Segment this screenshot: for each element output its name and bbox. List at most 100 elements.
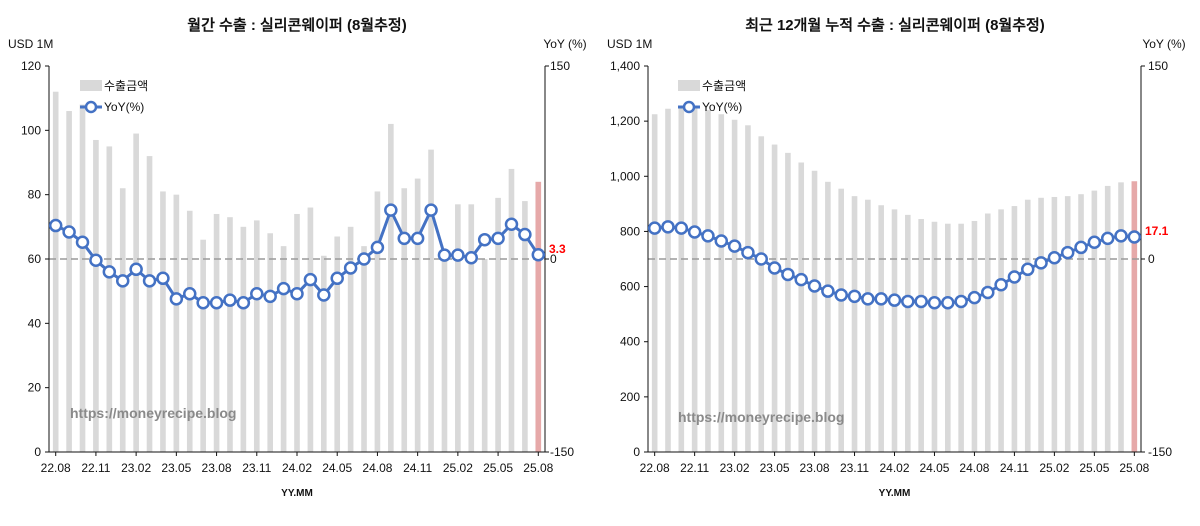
bar-22.08 xyxy=(52,91,59,452)
x-tick-label: 23.05 xyxy=(760,461,790,475)
bar-22.12 xyxy=(705,110,711,452)
y-left-tick-label: 0 xyxy=(34,445,41,459)
x-tick-label: 24.08 xyxy=(959,461,989,475)
y-left-tick-label: 100 xyxy=(21,123,41,137)
y-right-tick-label: -150 xyxy=(550,445,574,459)
yoy-point-25.02 xyxy=(451,248,465,262)
y-left-tick-label: 60 xyxy=(28,252,42,266)
yoy-point-25.07 xyxy=(1114,229,1128,243)
bar-23.01 xyxy=(718,114,725,452)
y-left-tick-label: 1,000 xyxy=(610,169,640,183)
yoy-point-25.05 xyxy=(491,231,505,246)
yoy-point-23.03 xyxy=(142,274,157,288)
bar-24.11 xyxy=(414,178,421,453)
yoy-point-25.03 xyxy=(1060,245,1075,260)
x-tick-label: 24.11 xyxy=(1000,461,1029,475)
yoy-point-22.11 xyxy=(89,253,103,268)
y-right-tick-label: -150 xyxy=(1148,445,1172,459)
bar-23.11 xyxy=(253,220,260,452)
y-left-tick-label: 200 xyxy=(620,390,640,404)
bar-23.02 xyxy=(133,133,139,453)
x-tick-label: 24.05 xyxy=(919,461,949,475)
bar-24.12 xyxy=(1024,199,1031,452)
bar-25.04 xyxy=(1078,194,1084,452)
yoy-point-24.08 xyxy=(370,240,385,255)
x-tick-label: 25.02 xyxy=(1039,461,1069,475)
yoy-point-24.05 xyxy=(927,295,942,310)
yoy-point-23.11 xyxy=(847,289,862,304)
bar-25.02 xyxy=(1051,196,1058,452)
bar-25.02 xyxy=(455,204,461,452)
x-tick-label: 23.05 xyxy=(161,461,191,475)
yoy-point-23.04 xyxy=(156,271,170,286)
bar-23.06 xyxy=(785,152,791,452)
x-tick-label: 25.08 xyxy=(1119,461,1149,475)
yoy-point-23.06 xyxy=(781,267,795,282)
y-right-tick-label: 0 xyxy=(1148,252,1155,266)
bar-22.09 xyxy=(66,111,72,453)
x-tick-label: 24.08 xyxy=(362,461,392,475)
yoy-point-23.09 xyxy=(821,284,835,298)
bar-25.07 xyxy=(1118,182,1124,452)
bar-24.10 xyxy=(401,188,408,452)
yoy-point-24.06 xyxy=(343,261,358,275)
bar-23.11 xyxy=(851,196,858,452)
yoy-point-23.10 xyxy=(834,288,848,302)
legend-line-marker xyxy=(84,100,98,114)
bar-24.02 xyxy=(294,213,300,452)
yoy-point-23.04 xyxy=(754,252,769,266)
y-left-label: USD 1M xyxy=(8,37,53,51)
yoy-point-23.06 xyxy=(183,286,197,301)
bar-23.08 xyxy=(213,213,220,452)
legend-bar-label: 수출금액 xyxy=(104,79,148,93)
yoy-point-24.02 xyxy=(290,286,304,301)
yoy-point-24.04 xyxy=(317,288,331,302)
yoy-point-22.10 xyxy=(674,221,689,235)
bar-24.10 xyxy=(998,209,1004,452)
legend-bar-swatch xyxy=(80,80,102,91)
watermark: https://moneyrecipe.blog xyxy=(678,409,844,425)
yoy-point-22.12 xyxy=(701,229,715,243)
bar-23.01 xyxy=(119,188,126,452)
yoy-point-25.07 xyxy=(518,227,532,242)
yoy-point-24.06 xyxy=(941,295,955,310)
bar-24.01 xyxy=(280,246,287,452)
x-tick-label: 24.11 xyxy=(403,461,432,475)
yoy-point-24.12 xyxy=(424,203,438,217)
bar-25.07 xyxy=(522,201,528,452)
bar-24.12 xyxy=(428,149,434,452)
yoy-point-23.03 xyxy=(741,245,755,260)
x-tick-label: 25.05 xyxy=(483,461,513,475)
x-tick-label: 23.08 xyxy=(202,461,232,475)
bar-24.04 xyxy=(918,219,924,452)
x-tick-label: 22.08 xyxy=(640,461,670,475)
x-tick-label: 22.11 xyxy=(680,461,709,475)
yoy-point-24.11 xyxy=(410,231,425,246)
y-left-tick-label: 40 xyxy=(28,316,42,330)
yoy-point-23.07 xyxy=(196,295,210,310)
bar-23.03 xyxy=(745,125,751,453)
bar-23.07 xyxy=(798,162,805,452)
chart-1: 월간 수출 : 실리콘웨이퍼 (8월추정) USD 1M YoY (%) 0 20 40 6… xyxy=(8,16,587,499)
yoy-point-23.11 xyxy=(250,286,264,301)
bar-24.08 xyxy=(374,191,381,452)
yoy-point-24.10 xyxy=(994,277,1008,292)
x-tick-label: 23.02 xyxy=(720,461,750,475)
bar-23.08 xyxy=(811,170,818,452)
yoy-last-label: 17.1 xyxy=(1145,224,1169,238)
bar-23.12 xyxy=(865,199,871,452)
y-left-tick-label: 800 xyxy=(620,224,640,238)
yoy-point-25.06 xyxy=(504,217,519,232)
bar-24.11 xyxy=(1011,206,1018,452)
yoy-point-24.03 xyxy=(303,272,318,287)
legend-bar-swatch xyxy=(678,80,700,91)
yoy-point-22.08 xyxy=(647,221,662,235)
x-tick-label: 25.08 xyxy=(523,461,553,475)
yoy-point-24.12 xyxy=(1020,262,1035,277)
bar-23.02 xyxy=(731,119,738,452)
yoy-point-23.10 xyxy=(236,295,251,310)
yoy-point-23.01 xyxy=(714,234,729,248)
bar-22.09 xyxy=(665,108,671,452)
